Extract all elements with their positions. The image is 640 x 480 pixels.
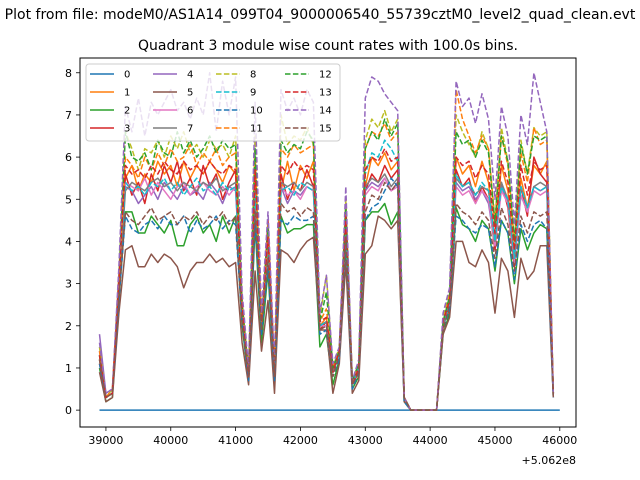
legend-entry-0: 0 bbox=[90, 70, 130, 81]
legend-entry-15: 15 bbox=[285, 124, 332, 135]
y-tick-label: 0 bbox=[65, 404, 72, 417]
y-tick-label: 5 bbox=[65, 193, 72, 206]
axes-frame bbox=[79, 57, 577, 428]
x-axis-offset-text: +5.062e8 bbox=[522, 454, 576, 467]
legend-label: 3 bbox=[124, 124, 130, 135]
legend-label: 10 bbox=[250, 106, 263, 117]
series-line-11 bbox=[98, 88, 555, 411]
legend-label: 9 bbox=[250, 88, 256, 99]
legend-label: 5 bbox=[187, 88, 193, 99]
x-tick-label: 39000 bbox=[88, 434, 123, 447]
legend-entry-8: 8 bbox=[216, 70, 256, 81]
legend-label: 8 bbox=[250, 70, 256, 81]
legend-label: 1 bbox=[124, 88, 130, 99]
x-tick-label: 46000 bbox=[542, 434, 577, 447]
legend-label: 15 bbox=[319, 124, 332, 135]
series-line-13 bbox=[98, 147, 555, 411]
y-tick-label: 3 bbox=[65, 278, 72, 291]
series-line-7 bbox=[98, 173, 555, 411]
series-line-2 bbox=[98, 202, 555, 411]
legend-entry-4: 4 bbox=[153, 70, 193, 81]
legend-entry-3: 3 bbox=[90, 124, 130, 135]
x-tick-label: 41000 bbox=[218, 434, 253, 447]
legend-label: 7 bbox=[187, 124, 193, 135]
legend-entry-2: 2 bbox=[90, 106, 130, 117]
legend-label: 4 bbox=[187, 70, 193, 81]
x-tick-label: 45000 bbox=[477, 434, 512, 447]
series-line-9 bbox=[98, 139, 555, 411]
x-tick-label: 43000 bbox=[348, 434, 383, 447]
legend-entry-13: 13 bbox=[285, 88, 332, 99]
legend-entry-5: 5 bbox=[153, 88, 193, 99]
series-line-5 bbox=[98, 215, 555, 411]
y-tick-label: 8 bbox=[65, 67, 72, 80]
y-tick-label: 7 bbox=[65, 109, 72, 122]
legend-label: 14 bbox=[319, 106, 332, 117]
legend-entry-14: 14 bbox=[285, 106, 332, 117]
series-line-15 bbox=[98, 181, 555, 411]
legend-label: 2 bbox=[124, 106, 130, 117]
x-tick-label: 44000 bbox=[413, 434, 448, 447]
figure-suptitle: Plot from file: modeM0/AS1A14_099T04_900… bbox=[4, 7, 636, 23]
x-tick-label: 42000 bbox=[283, 434, 318, 447]
y-tick-label: 4 bbox=[65, 235, 72, 248]
legend-entry-6: 6 bbox=[153, 106, 193, 117]
legend-label: 6 bbox=[187, 106, 193, 117]
legend-frame bbox=[85, 63, 341, 142]
y-tick-label: 1 bbox=[65, 362, 72, 375]
y-tick-label: 2 bbox=[65, 320, 72, 333]
y-axis: 0 1 2 3 4 5 6 7 8 bbox=[65, 67, 80, 417]
legend-label: 0 bbox=[124, 70, 130, 81]
legend-label: 11 bbox=[250, 124, 263, 135]
legend-entry-11: 11 bbox=[216, 124, 263, 135]
series-line-12 bbox=[98, 118, 555, 411]
series-line-8 bbox=[98, 109, 555, 411]
legend-label: 13 bbox=[319, 88, 332, 99]
y-tick-label: 6 bbox=[65, 151, 72, 164]
legend-entry-10: 10 bbox=[216, 106, 263, 117]
legend-entry-9: 9 bbox=[216, 88, 256, 99]
legend-entry-12: 12 bbox=[285, 70, 332, 81]
legend-label: 12 bbox=[319, 70, 332, 81]
legend-entry-1: 1 bbox=[90, 88, 130, 99]
x-axis: 39000 40000 41000 42000 43000 44000 45000 46000 bbox=[88, 427, 577, 447]
x-tick-label: 40000 bbox=[153, 434, 188, 447]
chart-title: Quadrant 3 module wise count rates with … bbox=[138, 38, 518, 54]
legend-entry-7: 7 bbox=[153, 124, 193, 135]
